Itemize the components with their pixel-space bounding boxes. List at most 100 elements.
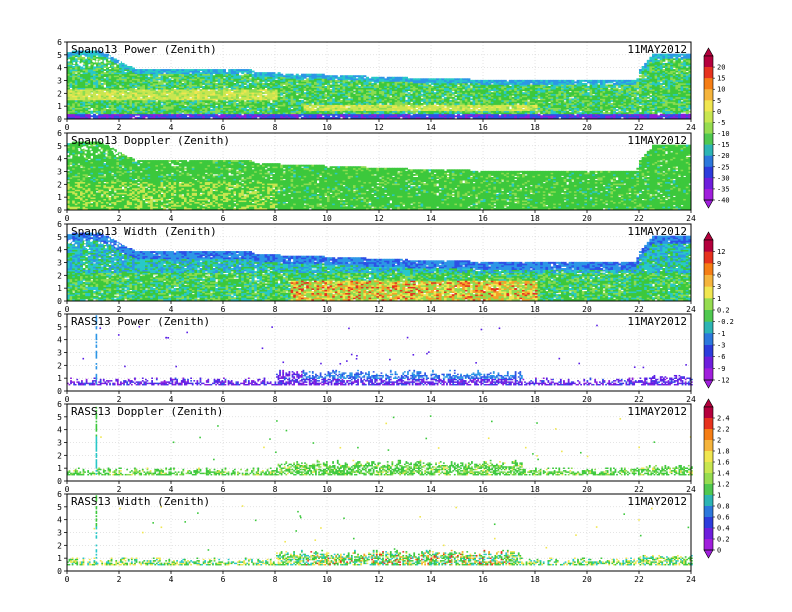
heatmap-cell (418, 111, 421, 113)
heatmap-cell (288, 74, 291, 76)
heatmap-cell (194, 69, 197, 71)
heatmap-cell (135, 69, 138, 71)
heatmap-cell (181, 83, 184, 85)
heatmap-cell (426, 117, 429, 119)
heatmap-cell (205, 105, 208, 107)
heatmap-cell (379, 77, 382, 79)
heatmap-cell (405, 100, 408, 102)
heatmap-cell (392, 77, 395, 79)
heatmap-cell (358, 86, 361, 88)
heatmap-cell (348, 81, 351, 83)
heatmap-cell (265, 72, 268, 74)
heatmap-cell (353, 94, 356, 96)
heatmap-cell (350, 75, 353, 77)
heatmap-cell (431, 78, 434, 80)
heatmap-cell (135, 89, 138, 91)
heatmap-cell (90, 94, 93, 96)
heatmap-cell (267, 108, 270, 110)
heatmap-cell (262, 95, 265, 97)
heatmap-cell (301, 100, 304, 102)
heatmap-cell (311, 105, 314, 107)
heatmap-cell (213, 75, 216, 77)
heatmap-cell (410, 111, 413, 113)
heatmap-cell (101, 83, 104, 85)
heatmap-cell (189, 74, 192, 76)
heatmap-cell (470, 109, 473, 111)
heatmap-cell (319, 74, 322, 76)
heatmap-cell (444, 108, 447, 110)
heatmap-cell (462, 78, 465, 80)
heatmap-cell (241, 115, 244, 117)
heatmap-cell (145, 69, 148, 71)
heatmap-cell (265, 95, 268, 97)
heatmap-cell (353, 91, 356, 93)
heatmap-cell (114, 58, 117, 60)
heatmap-cell (109, 69, 112, 71)
heatmap-cell (405, 77, 408, 79)
heatmap-cell (314, 109, 317, 111)
heatmap-cell (200, 72, 203, 74)
heatmap-cell (259, 72, 262, 74)
heatmap-cell (270, 103, 273, 105)
heatmap-cell (119, 88, 122, 90)
heatmap-cell (171, 69, 174, 71)
heatmap-cell (470, 101, 473, 103)
heatmap-cell (218, 115, 221, 117)
heatmap-cell (337, 84, 340, 86)
heatmap-cell (480, 80, 483, 82)
heatmap-cell (207, 69, 210, 71)
heatmap-cell (428, 78, 431, 80)
heatmap-cell (158, 69, 161, 71)
heatmap-cell (124, 64, 127, 66)
heatmap-cell (343, 114, 346, 116)
heatmap-cell (405, 94, 408, 96)
heatmap-cell (83, 68, 86, 70)
heatmap-cell (322, 74, 325, 76)
heatmap-cell (252, 74, 255, 76)
heatmap-cell (244, 101, 247, 103)
heatmap-cell (345, 75, 348, 77)
heatmap-cell (124, 72, 127, 74)
heatmap-cell (103, 72, 106, 74)
heatmap-cell (106, 109, 109, 111)
heatmap-cell (314, 74, 317, 76)
heatmap-cell (467, 78, 470, 80)
heatmap-cell (202, 69, 205, 71)
heatmap-cell (163, 69, 166, 71)
heatmap-cell (184, 106, 187, 108)
heatmap-cell (475, 111, 478, 113)
heatmap-cell (499, 80, 502, 82)
heatmap-cell (257, 97, 260, 99)
heatmap-cell (116, 64, 119, 66)
heatmap-cell (491, 84, 494, 86)
heatmap-cell (374, 77, 377, 79)
heatmap-cell (103, 78, 106, 80)
heatmap-cell (226, 95, 229, 97)
heatmap-cell (215, 91, 218, 93)
heatmap-cell (244, 74, 247, 76)
heatmap-cell (491, 80, 494, 82)
heatmap-cell (127, 66, 130, 68)
heatmap-cell (376, 84, 379, 86)
heatmap-cell (423, 78, 426, 80)
heatmap-cell (174, 89, 177, 91)
heatmap-cell (384, 78, 387, 80)
heatmap-cell (239, 98, 242, 100)
heatmap-cell (348, 75, 351, 77)
heatmap-cell (257, 112, 260, 114)
heatmap-cell (470, 80, 473, 82)
heatmap-cell (324, 100, 327, 102)
heatmap-cell (96, 95, 99, 97)
heatmap-cell (415, 114, 418, 116)
heatmap-cell (202, 86, 205, 88)
heatmap-cell (410, 78, 413, 80)
heatmap-cell (239, 84, 242, 86)
heatmap-cell (309, 108, 312, 110)
heatmap-cell (356, 78, 359, 80)
heatmap-cell (223, 78, 226, 80)
heatmap-cell (496, 80, 499, 82)
heatmap-cell (122, 95, 125, 97)
panel-1: 0 2 4 6 8 10 12 14 16 18 20 22 240123456Spano13 Powe… (57, 38, 696, 132)
heatmap-cell (298, 100, 301, 102)
